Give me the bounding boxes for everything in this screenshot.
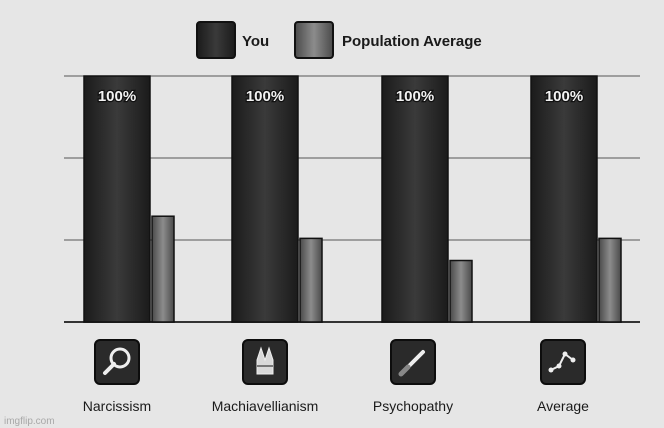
data-label-narcissism: 100% [98, 88, 136, 105]
bar-you-narcissism [83, 75, 151, 323]
chart-network-icon [540, 339, 586, 385]
crossed-fingers-icon [242, 339, 288, 385]
category-label-machiavellianism: Machiavellianism [212, 398, 319, 414]
magnifying-glass-icon [94, 339, 140, 385]
data-label-machiavellianism: 100% [246, 88, 284, 105]
data-labels: 100% 100% 100% 100% [97, 87, 585, 107]
bar-population-average-average [598, 237, 622, 323]
bar-population-average-machiavellianism [299, 237, 323, 323]
legend-label-population-average: Population Average [342, 33, 482, 50]
category-label-average: Average [537, 398, 589, 414]
bar-population-average-psychopathy [449, 259, 473, 323]
bar-you-psychopathy [381, 75, 449, 323]
category-label-narcissism: Narcissism [83, 398, 151, 414]
legend-swatch-you [196, 21, 236, 59]
bar-population-average-narcissism [151, 215, 175, 323]
watermark: imgflip.com [4, 416, 55, 427]
data-label-psychopathy: 100% [396, 88, 434, 105]
bars [83, 75, 622, 323]
legend-label-you: You [242, 33, 269, 50]
data-label-average: 100% [545, 88, 583, 105]
category-label-psychopathy: Psychopathy [373, 398, 453, 414]
bar-you-machiavellianism [231, 75, 299, 323]
knife-icon [390, 339, 436, 385]
bar-you-average [530, 75, 598, 323]
legend-swatch-population-average [294, 21, 334, 59]
legend: You Population Average [196, 21, 482, 59]
